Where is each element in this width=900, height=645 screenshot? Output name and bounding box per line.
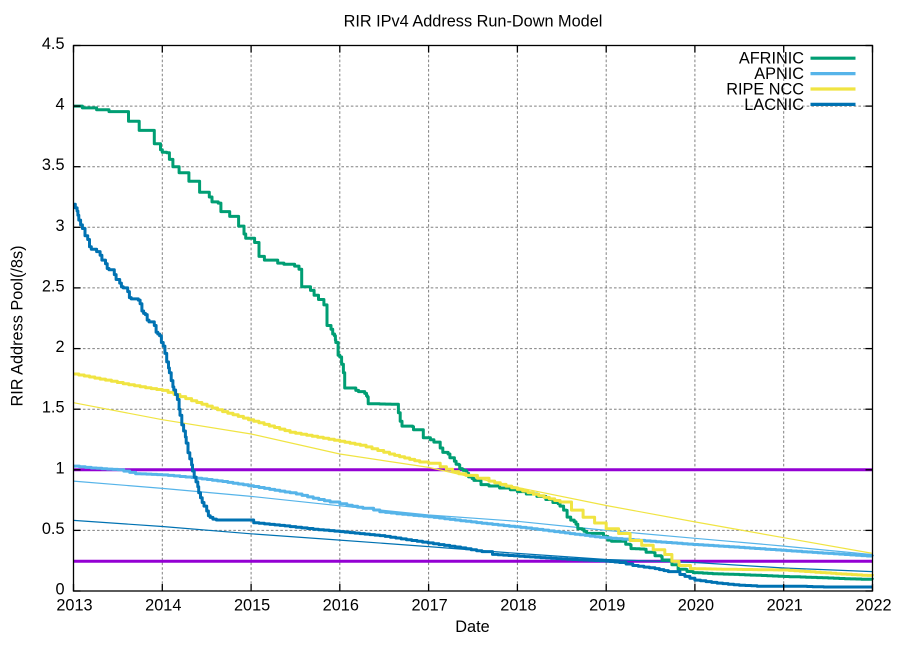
svg-text:2.5: 2.5 <box>42 277 65 295</box>
svg-text:3.5: 3.5 <box>42 156 65 174</box>
svg-text:2014: 2014 <box>145 597 181 615</box>
svg-text:2017: 2017 <box>411 597 447 615</box>
svg-text:RIPE NCC: RIPE NCC <box>726 81 804 99</box>
svg-text:2020: 2020 <box>678 597 714 615</box>
svg-text:LACNIC: LACNIC <box>744 96 804 114</box>
svg-text:4: 4 <box>55 96 64 114</box>
svg-text:2015: 2015 <box>234 597 270 615</box>
svg-text:2: 2 <box>55 338 64 356</box>
svg-text:RIR Address Pool(/8s): RIR Address Pool(/8s) <box>9 245 27 406</box>
svg-text:4.5: 4.5 <box>42 35 65 53</box>
svg-text:2013: 2013 <box>56 597 92 615</box>
svg-text:3: 3 <box>55 217 64 235</box>
svg-text:APNIC: APNIC <box>754 65 804 83</box>
svg-text:2019: 2019 <box>589 597 625 615</box>
svg-text:0.5: 0.5 <box>42 520 65 538</box>
svg-text:1.5: 1.5 <box>42 399 65 417</box>
svg-text:1: 1 <box>55 459 64 477</box>
svg-text:0: 0 <box>55 581 64 599</box>
svg-text:2016: 2016 <box>323 597 359 615</box>
svg-text:AFRINIC: AFRINIC <box>739 50 804 68</box>
svg-text:2022: 2022 <box>855 597 891 615</box>
svg-text:RIR IPv4 Address Run-Down Mode: RIR IPv4 Address Run-Down Model <box>344 13 603 31</box>
svg-text:2021: 2021 <box>767 597 803 615</box>
svg-text:Date: Date <box>455 618 489 636</box>
svg-text:2018: 2018 <box>500 597 536 615</box>
